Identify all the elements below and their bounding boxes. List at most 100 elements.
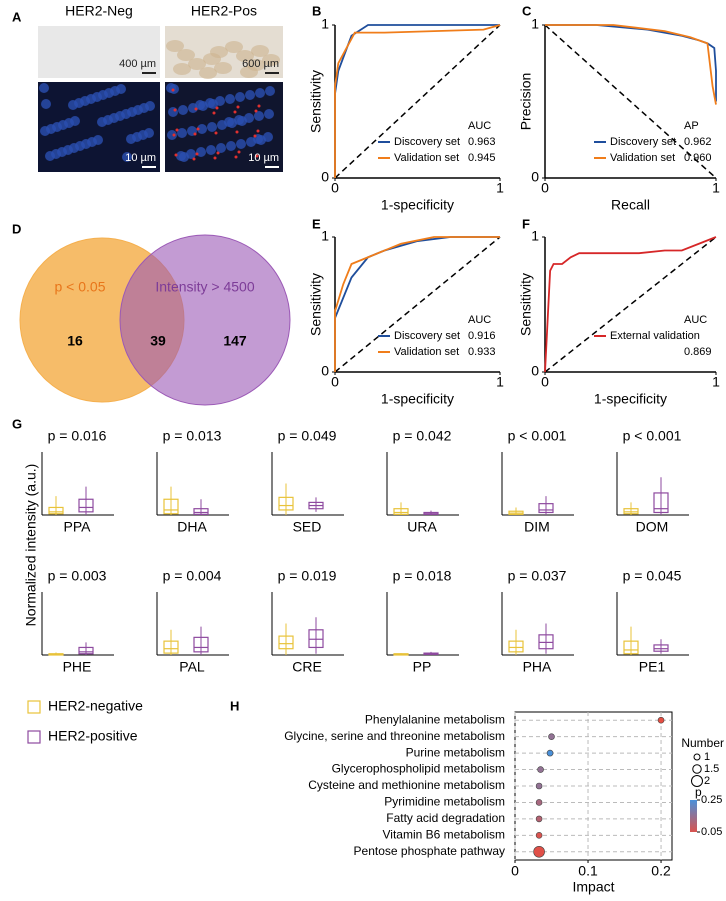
panel-letter: G — [12, 416, 22, 431]
scale-label: 400 µm — [119, 58, 156, 70]
box — [78, 646, 94, 655]
box — [278, 496, 294, 511]
x-axis-label: Recall — [611, 197, 650, 213]
signal — [194, 107, 198, 111]
p-value: p = 0.013 — [163, 428, 222, 444]
cell — [254, 111, 264, 121]
signal — [254, 109, 258, 113]
metabolite: DHA — [177, 519, 207, 535]
legend-score: 0.916 — [468, 330, 496, 342]
pathway-label: Vitamin B6 metabolism — [383, 828, 506, 842]
y-axis-label: Normalized intensity (a.u.) — [23, 464, 39, 627]
tissue — [177, 49, 195, 61]
cell — [122, 152, 132, 162]
box — [48, 506, 64, 515]
set-label: p < 0.05 — [55, 279, 106, 295]
signal — [196, 127, 200, 131]
pathway-label: Phenylalanine metabolism — [365, 712, 505, 726]
p-value: p < 0.001 — [623, 428, 682, 444]
cell — [256, 135, 266, 145]
x-tick-label: 1 — [496, 374, 504, 390]
cell — [188, 103, 198, 113]
legend-score: 0.963 — [468, 136, 496, 148]
y-axis-label: Sensitivity — [518, 273, 534, 336]
y-tick-label: 0 — [321, 169, 329, 185]
p-value: p = 0.037 — [508, 568, 567, 584]
signal — [193, 132, 197, 136]
signal — [236, 105, 240, 109]
legend-score: 0.869 — [684, 346, 712, 358]
cell — [179, 152, 189, 162]
y-axis-label: Sensitivity — [308, 273, 324, 336]
panel-letter: B — [312, 3, 321, 18]
cell — [237, 116, 247, 126]
count: 147 — [223, 333, 247, 349]
y-tick-label: 1 — [321, 16, 329, 32]
scale-label: 10 µm — [125, 152, 156, 164]
cell — [225, 94, 235, 104]
cell — [208, 99, 218, 109]
p-value: p = 0.003 — [48, 568, 107, 584]
dot — [535, 815, 543, 823]
cell — [216, 143, 226, 153]
pathway-label: Glycine, serine and threonine metabolism — [284, 729, 505, 743]
y-tick-label: 0 — [531, 169, 539, 185]
metabolite: URA — [407, 519, 437, 535]
size-key — [693, 753, 701, 761]
signal — [172, 133, 176, 137]
panel-letter: F — [522, 216, 530, 231]
size-tick-label: 1.5 — [704, 763, 719, 775]
signal — [175, 128, 179, 132]
box — [193, 508, 209, 515]
pathway-label: Pentose phosphate pathway — [354, 844, 505, 858]
legend-label: HER2-positive — [48, 728, 138, 744]
signal — [257, 104, 261, 108]
y-tick-label: 0 — [321, 363, 329, 379]
tissue — [262, 54, 280, 66]
signal — [213, 156, 217, 160]
x-tick-label: 0.1 — [578, 863, 598, 879]
cell — [39, 83, 49, 93]
legend-score: 0.933 — [468, 346, 496, 358]
y-tick-label: 1 — [531, 228, 539, 244]
box — [163, 640, 179, 654]
pathway-label: Cysteine and methionine metabolism — [308, 778, 505, 792]
legend-title: AUC — [468, 314, 491, 326]
signal — [255, 154, 259, 158]
tissue — [251, 45, 269, 57]
reference-line — [334, 236, 501, 373]
reference-line — [544, 236, 717, 373]
cell — [177, 128, 187, 138]
box — [653, 644, 669, 652]
tissue — [199, 67, 217, 79]
box — [623, 508, 639, 515]
p-value: p = 0.016 — [48, 428, 107, 444]
curve — [334, 24, 501, 178]
metabolite: PHE — [63, 659, 92, 675]
curve — [544, 236, 717, 373]
tissue — [214, 62, 232, 74]
size-tick-label: 1 — [704, 751, 710, 763]
cell — [235, 92, 245, 102]
dot — [537, 766, 544, 773]
cell — [41, 99, 51, 109]
signal — [235, 130, 239, 134]
box — [653, 492, 669, 514]
reference-line — [544, 24, 717, 179]
x-tick-label: 0 — [541, 180, 549, 196]
signal — [237, 150, 241, 154]
pathway-label: Pyrimidine metabolism — [384, 795, 505, 809]
cell — [245, 90, 255, 100]
signal — [215, 106, 219, 110]
p-value: p = 0.019 — [278, 568, 337, 584]
signal — [214, 131, 218, 135]
p-value: p = 0.049 — [278, 428, 337, 444]
signal — [171, 88, 175, 92]
signal — [212, 111, 216, 115]
tissue — [173, 63, 191, 75]
x-tick-label: 1 — [496, 180, 504, 196]
signal — [192, 157, 196, 161]
colorbar-tick-label: 0.25 — [701, 794, 722, 806]
cell — [206, 145, 216, 155]
